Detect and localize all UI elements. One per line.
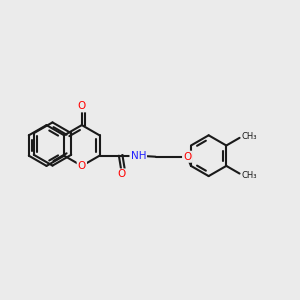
Text: O: O [118, 169, 126, 179]
Text: NH: NH [130, 151, 146, 161]
Text: CH₃: CH₃ [242, 170, 257, 179]
Text: O: O [78, 161, 86, 171]
Text: O: O [78, 101, 86, 111]
Text: O: O [183, 152, 191, 162]
Text: CH₃: CH₃ [242, 132, 257, 141]
